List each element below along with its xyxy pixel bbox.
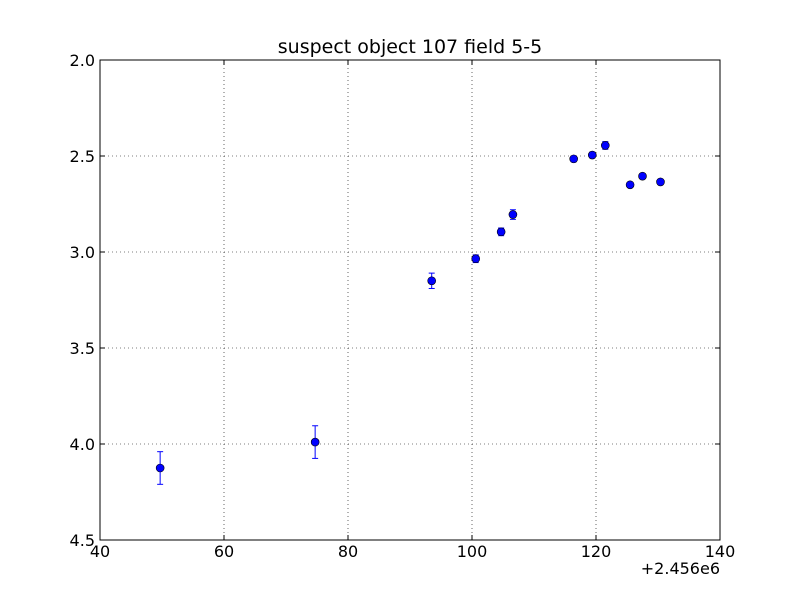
point-marker bbox=[496, 227, 506, 237]
x-tick-label: 100 bbox=[457, 542, 488, 561]
data-point bbox=[471, 254, 481, 264]
data-point bbox=[656, 177, 665, 187]
point-marker bbox=[600, 141, 610, 150]
point-marker bbox=[427, 276, 437, 286]
y-tick-label: 3.0 bbox=[70, 243, 95, 262]
plot-background bbox=[100, 60, 720, 540]
chart-title: suspect object 107 field 5-5 bbox=[278, 36, 543, 58]
data-point bbox=[155, 451, 165, 485]
x-tick-label: 60 bbox=[214, 542, 234, 561]
y-tick-label: 4.5 bbox=[70, 531, 95, 550]
data-point bbox=[587, 150, 597, 160]
x-axis-offset-label: +2.456e6 bbox=[641, 559, 720, 578]
y-tick-label: 2.0 bbox=[70, 51, 95, 70]
data-point bbox=[427, 272, 437, 289]
grid bbox=[100, 60, 720, 540]
data-point bbox=[508, 209, 518, 220]
data-point bbox=[638, 171, 647, 181]
data-point bbox=[569, 154, 578, 164]
y-tick-label: 2.5 bbox=[70, 147, 95, 166]
point-marker bbox=[310, 437, 320, 447]
point-marker bbox=[625, 180, 635, 190]
x-tick-label: 80 bbox=[338, 542, 358, 561]
data-point bbox=[496, 227, 506, 237]
point-marker bbox=[587, 150, 597, 160]
y-tick-label: 4.0 bbox=[70, 435, 95, 454]
point-marker bbox=[508, 210, 518, 219]
point-marker bbox=[471, 254, 481, 264]
point-marker bbox=[638, 171, 647, 181]
x-tick-label: 40 bbox=[90, 542, 110, 561]
data-points bbox=[155, 141, 665, 485]
point-marker bbox=[569, 154, 578, 164]
data-point bbox=[310, 425, 320, 459]
point-marker bbox=[155, 463, 165, 473]
data-point bbox=[600, 141, 610, 150]
x-tick-label: 120 bbox=[581, 542, 612, 561]
plot-frame bbox=[99, 59, 721, 541]
x-tick-label: 140 bbox=[705, 542, 736, 561]
y-tick-label: 3.5 bbox=[70, 339, 95, 358]
ticks: 40 60 80 100 120 140 2.0 2.5 3.0 3.5 4.0 4.5 bbox=[70, 51, 736, 561]
data-point bbox=[625, 180, 635, 190]
point-marker bbox=[656, 177, 665, 187]
